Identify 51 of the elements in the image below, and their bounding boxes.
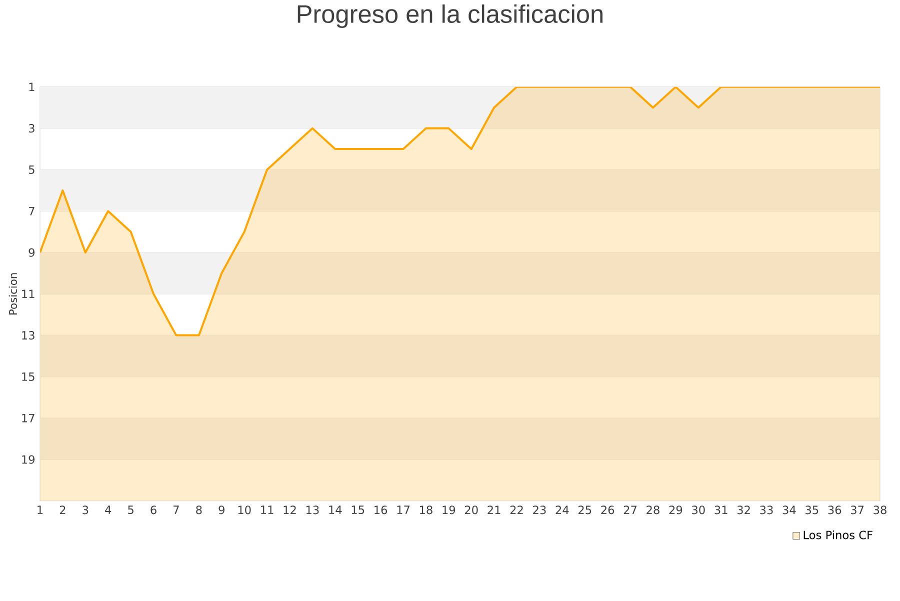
y-tick-label: 15 <box>22 372 34 381</box>
y-tick-label: 1 <box>29 82 34 92</box>
x-tick-label: 4 <box>105 506 112 514</box>
x-tick-label: 25 <box>578 506 592 514</box>
x-tick-label: 36 <box>828 506 842 514</box>
x-tick-label: 2 <box>60 506 66 514</box>
x-tick-label: 5 <box>128 506 134 514</box>
x-tick-label: 19 <box>442 506 456 514</box>
x-tick-label: 15 <box>352 506 364 514</box>
x-tick-label: 29 <box>669 506 682 514</box>
x-tick-label: 10 <box>238 506 251 514</box>
y-axis-title: Posicion <box>8 273 18 315</box>
legend-label: Los Pinos CF <box>804 530 872 540</box>
x-tick-label: 34 <box>782 506 796 514</box>
x-tick-label: 27 <box>624 506 637 514</box>
x-tick-label: 17 <box>397 506 410 514</box>
x-tick-label: 37 <box>850 506 864 514</box>
x-tick-label: 26 <box>601 506 614 514</box>
x-tick-label: 23 <box>533 506 546 514</box>
x-tick-label: 11 <box>261 506 274 514</box>
x-tick-label: 20 <box>464 506 478 514</box>
y-tick-label: 7 <box>29 207 34 216</box>
x-tick-label: 32 <box>737 506 750 514</box>
x-tick-label: 6 <box>150 506 156 514</box>
x-tick-label: 21 <box>488 506 500 514</box>
x-tick-label: 35 <box>806 506 818 514</box>
x-tick-label: 30 <box>692 506 705 514</box>
y-tick-label: 19 <box>22 455 34 464</box>
x-tick-label: 9 <box>218 506 224 514</box>
x-tick-label: 14 <box>329 506 342 514</box>
y-tick-label: 9 <box>28 248 34 257</box>
x-tick-label: 18 <box>420 506 432 514</box>
y-tick-label: 5 <box>28 166 34 174</box>
y-tick-label: 3 <box>28 124 34 133</box>
x-tick-label: 33 <box>760 506 773 514</box>
x-tick-label: 24 <box>556 506 569 514</box>
x-tick-label: 38 <box>874 506 886 514</box>
x-tick-label: 22 <box>510 506 523 514</box>
y-tick-label: 11 <box>22 290 34 298</box>
x-tick-label: 28 <box>646 506 660 514</box>
x-tick-label: 1 <box>38 506 43 514</box>
x-tick-label: 7 <box>174 506 179 514</box>
y-tick-label: 17 <box>22 414 34 422</box>
x-tick-label: 12 <box>284 506 296 514</box>
y-tick-label: 13 <box>22 331 34 340</box>
x-tick-label: 13 <box>306 506 319 514</box>
chart-title: Progreso en la clasificacion <box>298 4 602 28</box>
x-tick-label: 3 <box>82 506 88 514</box>
x-tick-label: 16 <box>374 506 388 514</box>
x-tick-label: 31 <box>714 506 728 514</box>
x-tick-label: 8 <box>196 506 202 514</box>
